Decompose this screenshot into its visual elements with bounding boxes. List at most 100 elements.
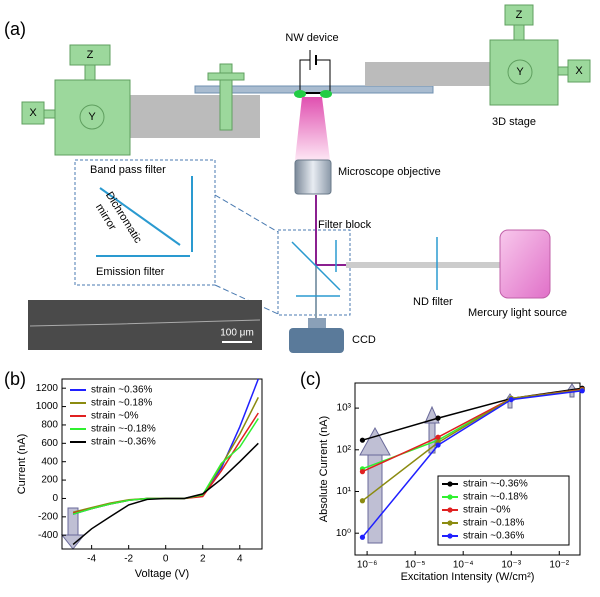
ccd-label: CCD bbox=[352, 334, 376, 346]
x-tick-label: 4 bbox=[237, 554, 243, 565]
legend-label: strain ~0% bbox=[91, 411, 139, 422]
x-tick-label: -4 bbox=[87, 554, 96, 565]
x-tick-label: 10⁻² bbox=[549, 560, 569, 571]
stage-stem bbox=[84, 64, 96, 81]
series-line bbox=[72, 442, 259, 545]
y-tick-label: 1200 bbox=[36, 383, 59, 394]
stage-knob bbox=[507, 59, 533, 85]
data-point bbox=[435, 442, 441, 448]
nw-device-label: NW device bbox=[285, 32, 338, 44]
emission-label: Emission filter bbox=[96, 266, 165, 278]
mirror bbox=[291, 241, 341, 291]
stage-knob bbox=[79, 104, 105, 130]
filter-block-label: Filter block bbox=[318, 219, 372, 231]
lamp bbox=[499, 229, 551, 299]
y-tick-label: 10³ bbox=[337, 403, 352, 414]
arrow bbox=[60, 534, 86, 550]
legend-label: strain ~0% bbox=[463, 505, 511, 516]
trend-arrows bbox=[60, 383, 577, 550]
light-cone bbox=[295, 97, 330, 160]
objective-label: Microscope objective bbox=[338, 166, 441, 178]
x-tick-label: -2 bbox=[124, 554, 133, 565]
clamp bbox=[207, 72, 245, 81]
data-point bbox=[359, 437, 366, 443]
axis-y: Y bbox=[516, 66, 524, 78]
stage-stem bbox=[513, 24, 525, 41]
y-tick-label: 0 bbox=[52, 493, 58, 504]
legend-label: strain ~0.36% bbox=[463, 531, 525, 542]
inset-box bbox=[74, 159, 216, 286]
x-tick-label: 10⁻⁴ bbox=[453, 560, 474, 571]
legend-label: strain ~0.18% bbox=[463, 518, 525, 529]
x-tick-label: 0 bbox=[163, 554, 169, 565]
y-tick-label: 10² bbox=[337, 444, 352, 455]
legend-marker bbox=[447, 520, 453, 526]
data-point bbox=[359, 534, 366, 540]
legend-label: strain ~0.18% bbox=[91, 398, 153, 409]
x-axis-title: Excitation Intensity (W/cm²) bbox=[401, 571, 535, 583]
connector bbox=[214, 194, 279, 233]
clamp bbox=[219, 79, 233, 131]
x-tick-label: 10⁻³ bbox=[501, 560, 521, 571]
y-tick-label: 10¹ bbox=[337, 486, 352, 497]
data-point bbox=[359, 469, 366, 475]
stage-stem bbox=[43, 109, 56, 119]
axis-x: X bbox=[575, 65, 583, 77]
x-tick-label: 10⁻⁵ bbox=[405, 560, 426, 571]
mirror bbox=[99, 187, 181, 246]
stage-body bbox=[54, 79, 131, 156]
electrode bbox=[320, 90, 332, 98]
band-pass-label: Band pass filter bbox=[90, 164, 166, 176]
y-tick-label: -200 bbox=[38, 511, 58, 522]
circuit bbox=[299, 59, 331, 92]
y-tick-label: 200 bbox=[41, 475, 58, 486]
plot-frame bbox=[354, 382, 581, 556]
y-tick-label: 600 bbox=[41, 438, 58, 449]
stage-label: 3D stage bbox=[492, 116, 536, 128]
series-line bbox=[362, 387, 583, 441]
plot-frame bbox=[61, 378, 263, 550]
y-axis-title: Absolute Current (nA) bbox=[318, 416, 330, 522]
legend-label: strain ~0.36% bbox=[91, 385, 153, 396]
y-tick-label: 10⁰ bbox=[336, 528, 351, 539]
data-point bbox=[435, 415, 441, 421]
stage-body bbox=[489, 39, 559, 106]
ccd bbox=[289, 328, 344, 353]
x-tick-label: 10⁻⁶ bbox=[357, 560, 378, 571]
legend-label: strain ~-0.36% bbox=[91, 437, 156, 448]
y-axis-title: Current (nA) bbox=[16, 434, 28, 495]
y-tick-label: 800 bbox=[41, 420, 58, 431]
legend-marker bbox=[447, 507, 453, 513]
filter-block bbox=[277, 229, 351, 316]
nd-filter-label: ND filter bbox=[413, 296, 453, 308]
legend-marker bbox=[447, 533, 453, 539]
x-tick-label: 2 bbox=[200, 554, 206, 565]
connector bbox=[214, 284, 279, 315]
beam bbox=[346, 262, 500, 268]
data-point bbox=[508, 396, 514, 403]
panel-label: (b) bbox=[4, 369, 26, 389]
legend-label: strain ~-0.18% bbox=[91, 424, 156, 435]
data-point bbox=[359, 498, 366, 504]
panel-label: (a) bbox=[4, 19, 26, 39]
beam bbox=[365, 62, 495, 86]
y-tick-label: 400 bbox=[41, 456, 58, 467]
series-line bbox=[361, 390, 583, 538]
arrow bbox=[359, 426, 391, 456]
x-axis-title: Voltage (V) bbox=[135, 568, 189, 580]
legend-marker bbox=[447, 494, 453, 500]
y-tick-label: 1000 bbox=[36, 401, 59, 412]
ccd bbox=[308, 318, 326, 328]
electrode bbox=[294, 90, 306, 98]
lamp-label: Mercury light source bbox=[468, 307, 567, 319]
data-point bbox=[435, 434, 441, 440]
series-line bbox=[361, 389, 583, 502]
scale-label: 100 μm bbox=[220, 328, 254, 339]
legend-label: strain ~-0.18% bbox=[463, 492, 528, 503]
data-point bbox=[579, 388, 585, 394]
axis-y: Y bbox=[88, 111, 96, 123]
axis-z: Z bbox=[87, 49, 94, 61]
legend-marker bbox=[447, 481, 453, 487]
